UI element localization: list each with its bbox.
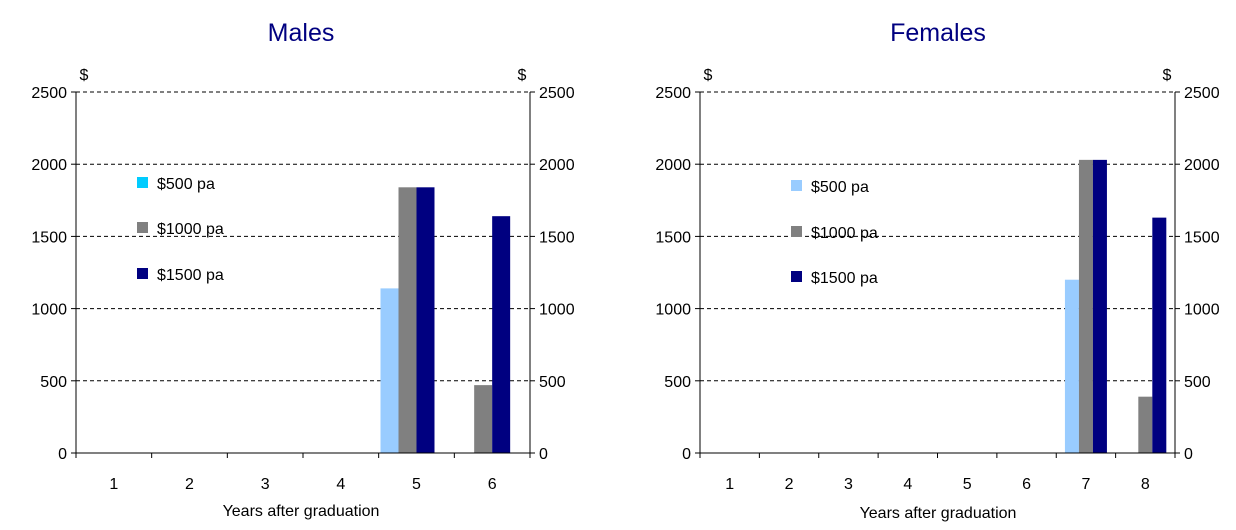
y-tick-label-left: 2000 <box>31 157 67 174</box>
x-tick-label: 2 <box>185 476 194 493</box>
y-tick-label-left: 1000 <box>655 302 691 319</box>
bar-1500-pa-6 <box>492 216 511 453</box>
x-tick-label: 4 <box>336 476 345 493</box>
y-tick-label-left: 0 <box>58 446 67 463</box>
y-tick-label-right: 2500 <box>539 85 575 102</box>
legend-swatch <box>137 177 148 188</box>
y-tick-label-right: 2000 <box>1184 157 1220 174</box>
chart-panel-males: Males $ $0 0 500 500 1000 1000 1500 1500 2000 2000 2… <box>31 19 574 520</box>
chart-title: Females <box>890 19 986 47</box>
legend-label: $500 pa <box>811 179 869 196</box>
y-tick-label-left: 2000 <box>655 157 691 174</box>
legend-label: $1500 pa <box>811 270 878 287</box>
y-tick-label-right: 0 <box>539 446 548 463</box>
bar-1500-pa-8 <box>1152 217 1167 453</box>
bar-1000-pa-6 <box>474 385 493 453</box>
legend-swatch <box>791 271 802 282</box>
y-tick-label-right: 1000 <box>1184 302 1220 319</box>
chart-title: Males <box>268 19 335 47</box>
legend-swatch <box>791 180 802 191</box>
y-tick-label-right: 1500 <box>1184 229 1220 246</box>
y-unit-left: $ <box>80 67 89 84</box>
bar-1500-pa-5 <box>416 187 435 453</box>
x-tick-label: 6 <box>488 476 497 493</box>
y-tick-label-left: 1500 <box>31 229 67 246</box>
y-tick-label-right: 1000 <box>539 302 575 319</box>
chart-panel-females: Females $ $0 0 500 500 1000 1000 1500 1500 2000 200… <box>655 19 1219 522</box>
y-tick-label-left: 2500 <box>31 85 67 102</box>
y-tick-label-left: 1500 <box>655 229 691 246</box>
bar-500-pa-7 <box>1064 279 1079 453</box>
legend: $500 pa $1000 pa $1500 pa <box>137 176 224 284</box>
x-tick-label: 1 <box>725 476 734 493</box>
x-tick-label: 5 <box>412 476 421 493</box>
y-tick-label-left: 500 <box>664 374 691 391</box>
bar-500-pa-5 <box>380 288 399 453</box>
x-axis-label: Years after graduation <box>860 505 1017 522</box>
bar-1000-pa-8 <box>1138 396 1153 453</box>
y-tick-label-right: 2500 <box>1184 85 1220 102</box>
legend-label: $1000 pa <box>157 221 224 238</box>
x-tick-label: 5 <box>963 476 972 493</box>
legend-swatch <box>137 268 148 279</box>
legend-label: $1500 pa <box>157 267 224 284</box>
y-tick-label-left: 1000 <box>31 302 67 319</box>
y-tick-label-right: 500 <box>539 374 566 391</box>
x-tick-label: 1 <box>109 476 118 493</box>
x-tick-label: 4 <box>903 476 912 493</box>
legend-label: $500 pa <box>157 176 215 193</box>
bar-1000-pa-5 <box>398 187 417 453</box>
y-unit-left: $ <box>704 67 713 84</box>
x-tick-label: 8 <box>1141 476 1150 493</box>
x-tick-label: 6 <box>1022 476 1031 493</box>
y-unit-right: $ <box>1163 67 1172 84</box>
x-tick-label: 7 <box>1081 476 1090 493</box>
x-tick-label: 3 <box>261 476 270 493</box>
y-tick-label-right: 0 <box>1184 446 1193 463</box>
bar-1500-pa-7 <box>1092 159 1107 454</box>
legend: $500 pa $1000 pa $1500 pa <box>791 179 878 287</box>
legend-swatch <box>137 222 148 233</box>
legend-swatch <box>791 226 802 237</box>
y-unit-right: $ <box>518 67 527 84</box>
y-tick-label-left: 0 <box>682 446 691 463</box>
legend-label: $1000 pa <box>811 225 878 242</box>
y-tick-label-right: 2000 <box>539 157 575 174</box>
y-tick-label-right: 500 <box>1184 374 1211 391</box>
y-tick-label-left: 2500 <box>655 85 691 102</box>
bar-1000-pa-7 <box>1078 159 1093 454</box>
y-tick-label-left: 500 <box>40 374 67 391</box>
x-axis-label: Years after graduation <box>223 503 380 520</box>
x-tick-label: 2 <box>785 476 794 493</box>
x-tick-label: 3 <box>844 476 853 493</box>
y-tick-label-right: 1500 <box>539 229 575 246</box>
